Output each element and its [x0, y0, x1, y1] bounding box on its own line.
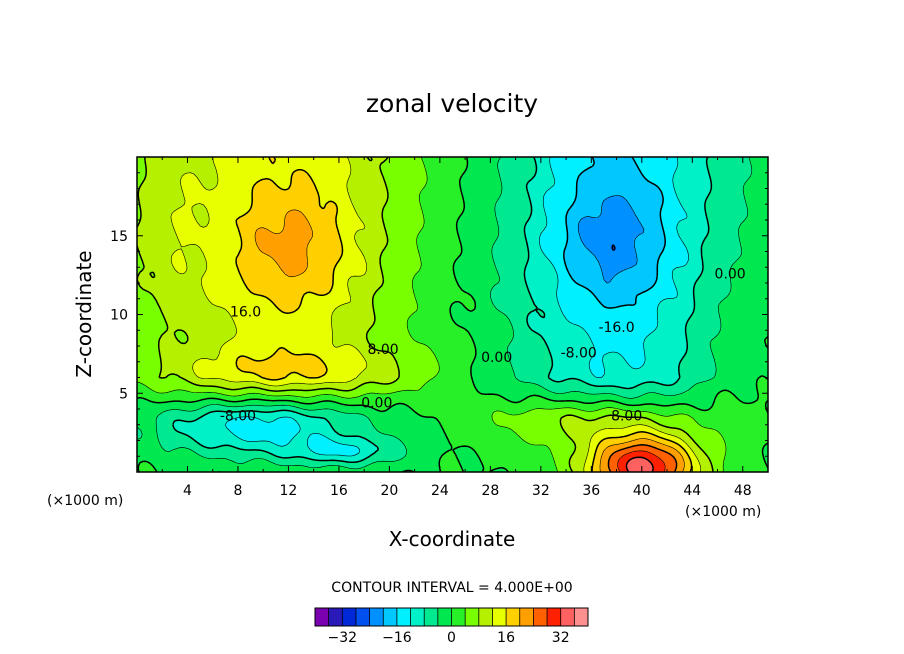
colorbar-frame [314, 607, 589, 627]
y-axis-ticks: 5 10 15 [110, 172, 768, 457]
contour-interval-text: CONTOUR INTERVAL = 4.000E+00 [331, 580, 572, 596]
contour-line [577, 195, 645, 284]
colorbar-tick-label: −32 [328, 630, 358, 646]
contour-label: 8.00 [368, 342, 399, 358]
contour-label: 0.00 [715, 267, 746, 283]
x-unit-right: (×1000 m) [685, 504, 761, 520]
colorbar-swatch [451, 608, 466, 626]
x-axis-label: X-coordinate [389, 527, 516, 551]
colorbar-swatch [560, 608, 575, 626]
x-tick-label: 20 [380, 483, 398, 499]
contour-label: -8.00 [561, 345, 597, 361]
contour-label: 8.00 [611, 408, 642, 424]
x-unit-left: (×1000 m) [47, 493, 123, 509]
colorbar-swatch [437, 608, 452, 626]
contour-lines [137, 157, 768, 472]
colorbar-swatch [492, 608, 507, 626]
contour-line [224, 157, 689, 457]
x-tick-label: 36 [582, 483, 600, 499]
colorbar-swatch [465, 608, 480, 626]
x-tick-label: 16 [330, 483, 348, 499]
contour-line [137, 157, 714, 472]
contour-line [563, 157, 666, 309]
colorbar-swatch [519, 608, 534, 626]
colorbar-swatch [369, 608, 384, 626]
y-tick-label: 5 [119, 386, 128, 402]
x-tick-label: 28 [481, 483, 499, 499]
contour-line [607, 444, 678, 472]
colorbar: −32 −16 0 16 32 [314, 607, 589, 646]
velocity-field-image [137, 157, 768, 472]
x-tick-label: 12 [280, 483, 298, 499]
colorbar-swatch [506, 608, 521, 626]
colorbar-swatch [342, 608, 357, 626]
contour-label: 0.00 [361, 396, 392, 412]
contour-label: 16.0 [230, 304, 261, 320]
chart-title: zonal velocity [366, 89, 538, 118]
x-tick-label: 24 [431, 483, 449, 499]
x-tick-label: 40 [633, 483, 651, 499]
contour-label: 0.00 [481, 350, 512, 366]
x-tick-label: 44 [683, 483, 701, 499]
x-tick-label: 32 [532, 483, 550, 499]
contour-line [137, 157, 768, 472]
colorbar-swatch [424, 608, 439, 626]
contour-line [235, 157, 693, 472]
colorbar-swatch [328, 608, 343, 626]
colorbar-tick-label: 16 [497, 630, 515, 646]
colorbar-swatch [315, 608, 329, 626]
contour-line [254, 209, 685, 472]
contour-line [625, 456, 654, 472]
colorbar-swatch [410, 608, 425, 626]
colorbar-swatch [574, 608, 589, 626]
contour-label: -16.0 [598, 320, 634, 336]
colorbar-swatch [396, 608, 411, 626]
y-tick-label: 10 [110, 308, 128, 324]
colorbar-tick-label: 32 [552, 630, 570, 646]
contour-line [137, 157, 753, 470]
colorbar-swatch [547, 608, 561, 626]
contour-line [172, 157, 713, 464]
plot-area: 16.08.000.00-8.000.00 -8.00-16.08.000.00 [136, 156, 769, 473]
contour-labels: 16.08.000.00-8.000.00 -8.00-16.08.000.00 [220, 267, 746, 425]
contour-line [170, 157, 702, 472]
colorbar-swatch [533, 608, 548, 626]
contour-line [611, 244, 616, 251]
colorbar-swatch [478, 608, 493, 626]
y-axis-label: Z-coordinate [72, 250, 96, 377]
y-tick-label: 15 [110, 229, 128, 245]
colorbar-tick-label: −16 [382, 630, 412, 646]
x-axis-ticks: 4 8 12 16 20 24 28 32 36 40 44 48 [161, 157, 752, 499]
x-tick-label: 48 [734, 483, 752, 499]
colorbar-tick-label: 0 [447, 630, 456, 646]
x-tick-label: 8 [233, 483, 242, 499]
colorbar-swatch [383, 608, 398, 626]
contour-line [137, 157, 727, 472]
colorbar-swatch [355, 608, 370, 626]
x-tick-label: 4 [183, 483, 192, 499]
contour-label: -8.00 [220, 408, 256, 424]
contour-line [617, 450, 666, 472]
